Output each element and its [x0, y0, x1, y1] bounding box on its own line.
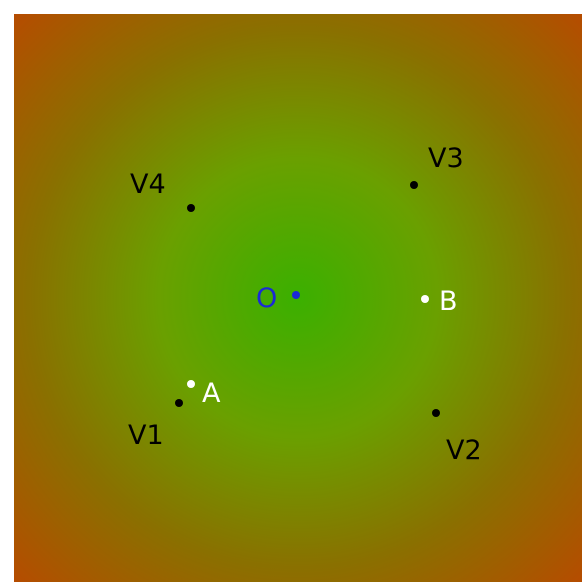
point-b-marker: [421, 295, 429, 303]
point-b-label: B: [439, 286, 458, 317]
point-v4-label: V4: [130, 169, 166, 200]
point-v2-marker: [432, 409, 440, 417]
point-v3-marker: [410, 181, 418, 189]
point-a-marker: [187, 380, 195, 388]
point-v4-marker: [187, 204, 195, 212]
point-v1-label: V1: [128, 420, 164, 451]
point-origin-label: O: [256, 283, 277, 314]
point-v3-label: V3: [428, 143, 464, 174]
point-v1-marker: [175, 399, 183, 407]
point-v2-label: V2: [446, 435, 482, 466]
point-a-label: A: [202, 378, 221, 409]
point-origin-marker: [292, 291, 300, 299]
